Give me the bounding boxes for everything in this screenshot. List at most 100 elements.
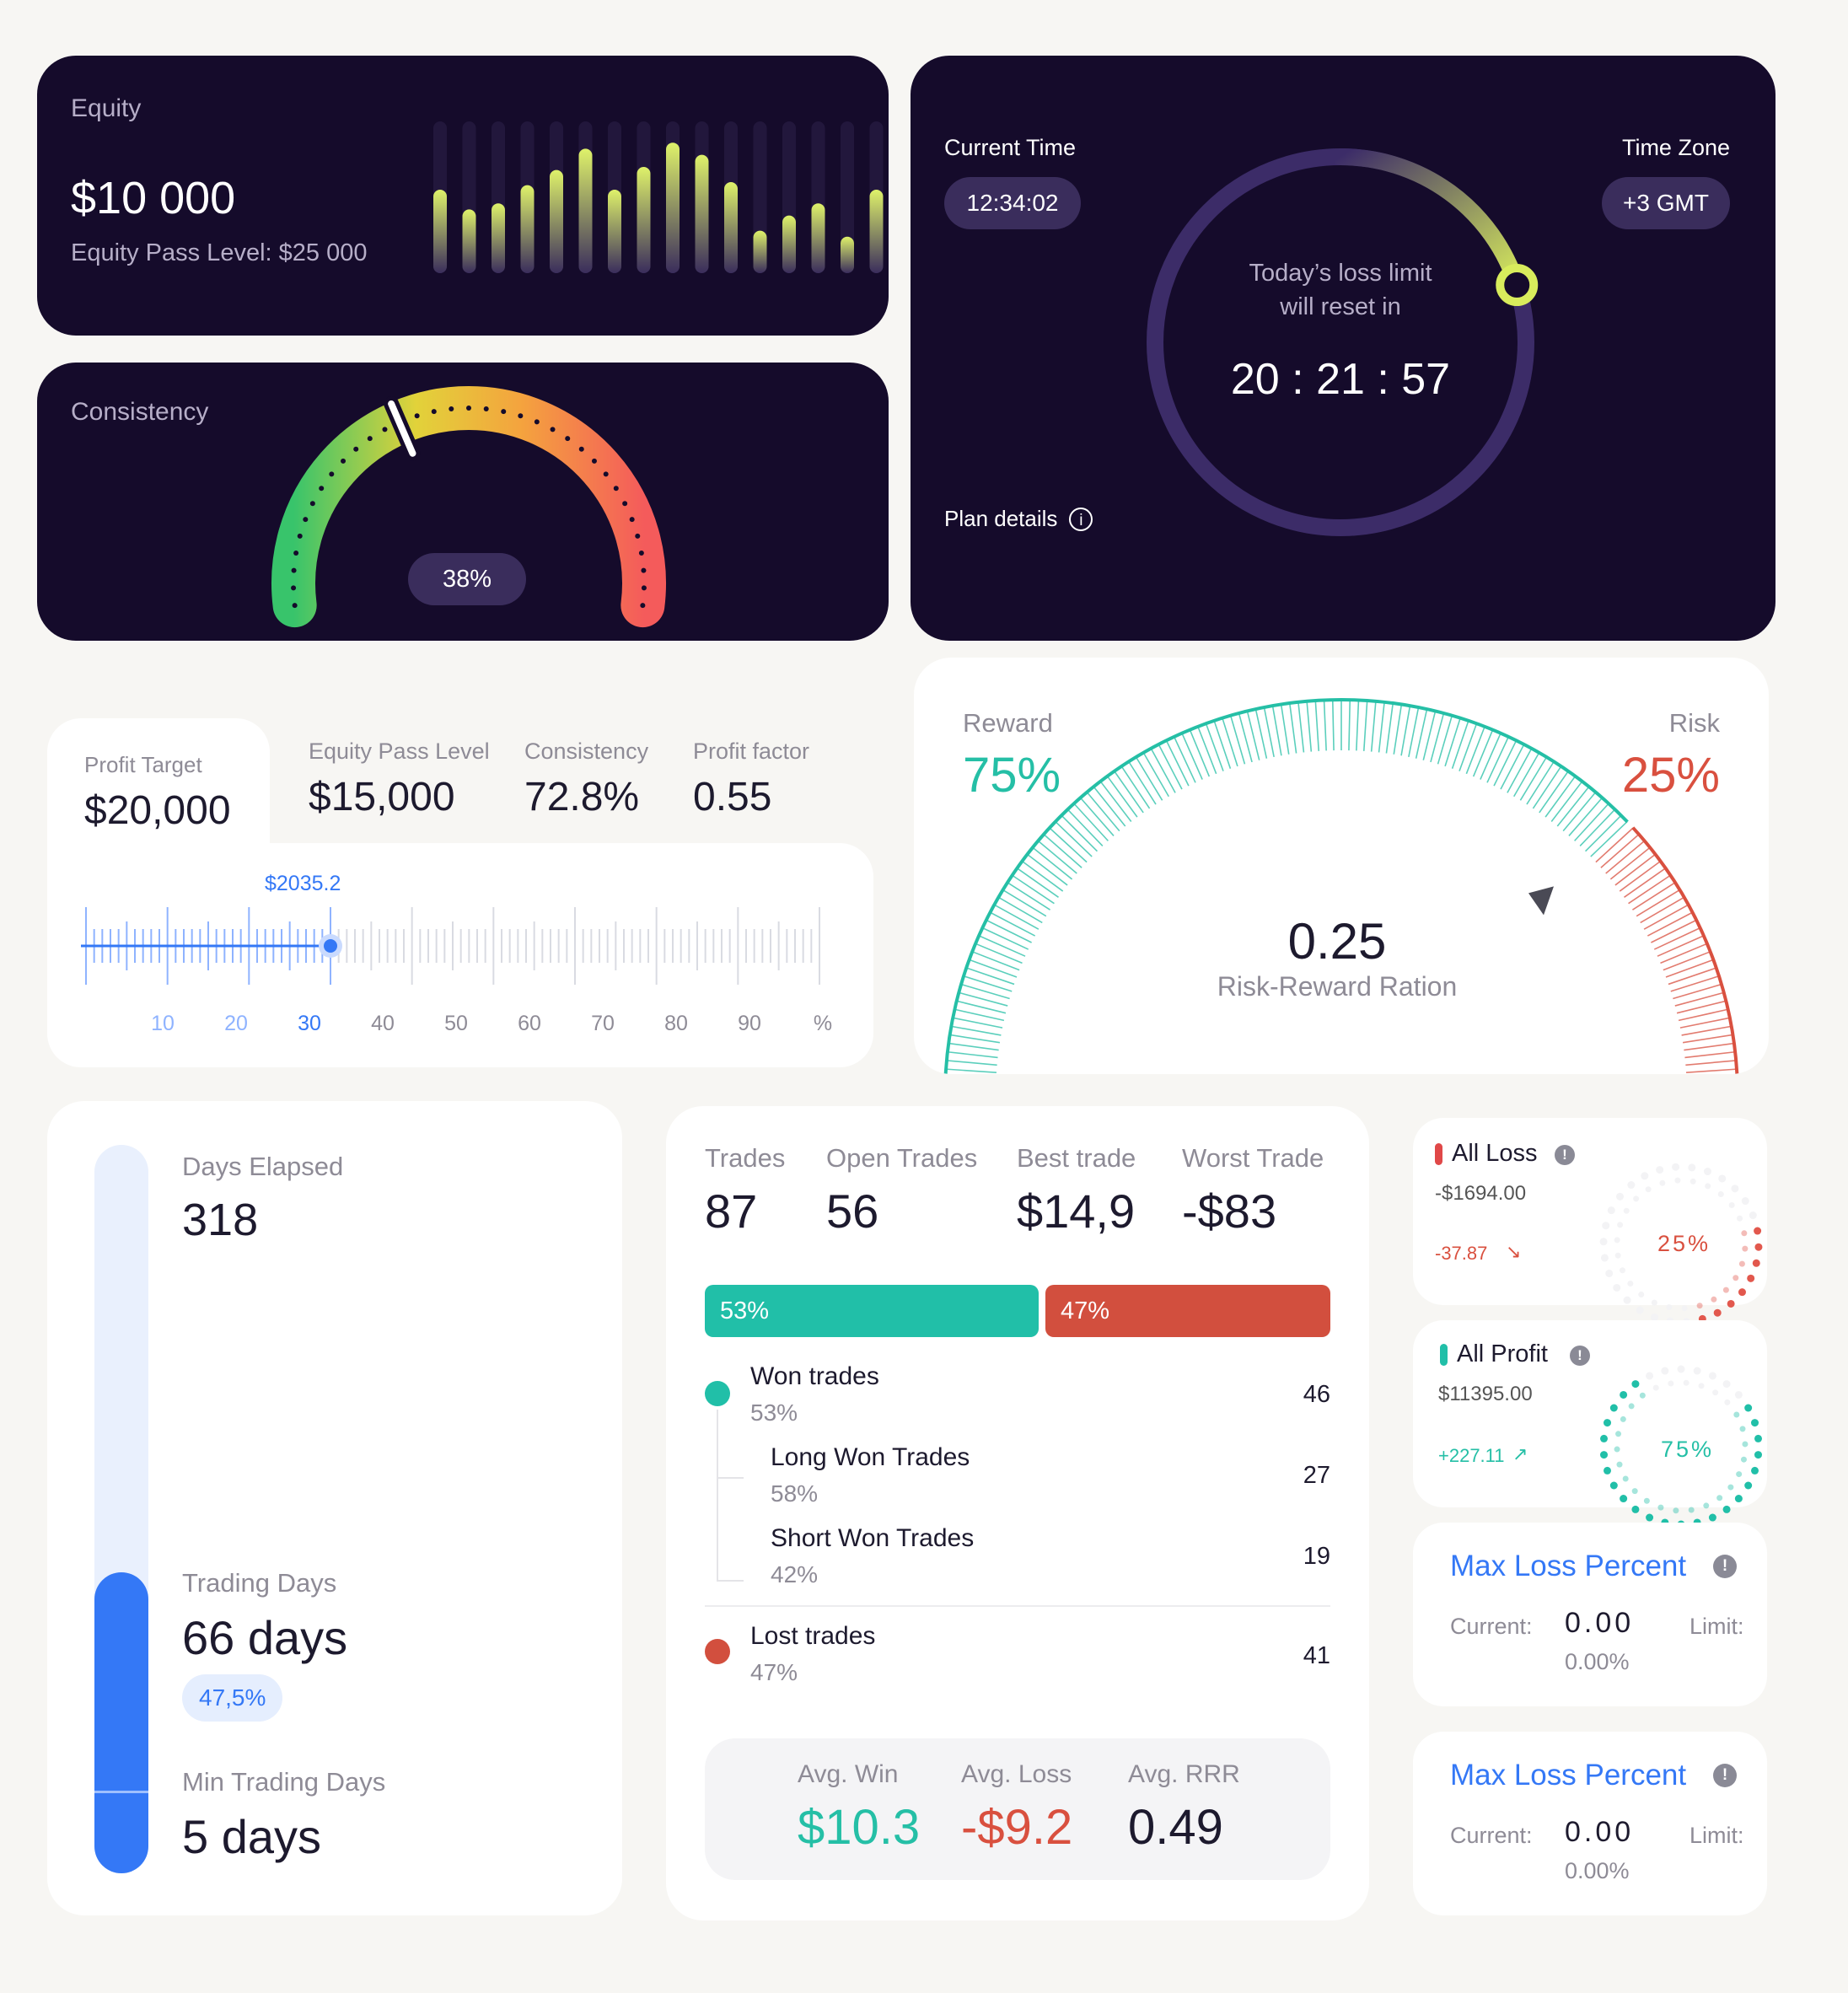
equity-card: Equity $10 000 Equity Pass Level: $25 00… bbox=[37, 56, 889, 336]
gauge-tick bbox=[953, 1017, 1003, 1029]
plan-details-link[interactable]: Plan details i bbox=[944, 506, 1093, 532]
worst-trade-label: Worst Trade bbox=[1182, 1143, 1324, 1173]
all-loss-info-icon[interactable]: ! bbox=[1555, 1145, 1575, 1165]
gauge-tick bbox=[1246, 711, 1260, 760]
gauge-tick bbox=[1643, 904, 1690, 930]
gauge-tick bbox=[1430, 712, 1445, 763]
gauge-tick bbox=[1002, 889, 1047, 917]
gauge-tick bbox=[1378, 701, 1385, 753]
gauge-tick bbox=[1254, 708, 1268, 759]
ring-dot bbox=[1750, 1419, 1759, 1427]
loss-indicator bbox=[1435, 1143, 1442, 1165]
ring-dot bbox=[1631, 1505, 1640, 1513]
max-loss-info-icon[interactable]: ! bbox=[1713, 1555, 1737, 1578]
gauge-dot bbox=[449, 406, 454, 412]
gauge-tick bbox=[1135, 756, 1163, 801]
profit-marker-value: $2035.2 bbox=[265, 872, 341, 895]
ring-dot bbox=[1657, 1504, 1664, 1511]
gauge-dot bbox=[353, 446, 359, 452]
gauge-tick bbox=[1331, 700, 1335, 751]
equity-value: $10 000 bbox=[71, 173, 236, 223]
ring-dot bbox=[1703, 1168, 1711, 1176]
max-loss-info-icon[interactable]: ! bbox=[1713, 1764, 1737, 1787]
gauge-tick bbox=[1061, 814, 1099, 852]
gauge-tick bbox=[1181, 733, 1203, 780]
won-trades-label: Won trades bbox=[750, 1362, 879, 1390]
gauge-tick bbox=[1263, 706, 1275, 758]
gauge-dot bbox=[466, 406, 471, 411]
gauge-tick bbox=[969, 959, 1018, 978]
ring-dot bbox=[1722, 1287, 1729, 1293]
ring-dot bbox=[1600, 1434, 1609, 1442]
divider bbox=[705, 1605, 1330, 1607]
ring-progress bbox=[1332, 148, 1526, 294]
days-elapsed-value: 318 bbox=[182, 1195, 259, 1245]
gauge-dot bbox=[309, 501, 315, 507]
all-profit-info-icon[interactable]: ! bbox=[1570, 1346, 1590, 1366]
ring-dot bbox=[1620, 1495, 1628, 1503]
ring-dot bbox=[1677, 1365, 1685, 1373]
gauge-tick bbox=[946, 1068, 997, 1073]
gauge-dot bbox=[292, 603, 298, 609]
profit-factor-label: Profit factor bbox=[693, 739, 810, 764]
gauge-dot bbox=[329, 471, 335, 477]
ring-dot bbox=[1616, 1461, 1623, 1468]
scale-tick-label: % bbox=[813, 1012, 833, 1035]
reward-arc bbox=[943, 698, 1629, 1074]
gauge-tick bbox=[978, 935, 1026, 957]
gauge-tick bbox=[1356, 700, 1360, 751]
long-won-count: 27 bbox=[1303, 1462, 1330, 1489]
gauge-tick bbox=[1686, 1068, 1737, 1073]
ring-dot bbox=[1708, 1513, 1716, 1522]
gauge-tick bbox=[1158, 744, 1183, 790]
max-loss-title: Max Loss Percent bbox=[1450, 1759, 1687, 1792]
risk-reward-ratio-value: 0.25 bbox=[1287, 913, 1387, 970]
gauge-dot bbox=[638, 551, 644, 556]
ring-dot bbox=[1722, 1380, 1731, 1389]
gauge-tick bbox=[1288, 702, 1297, 754]
gauge-tick bbox=[990, 911, 1036, 937]
gauge-tick bbox=[1539, 771, 1569, 814]
ring-dot bbox=[1638, 1292, 1645, 1298]
ring-dot bbox=[1615, 1431, 1622, 1437]
gauge-tick bbox=[1544, 776, 1577, 818]
ring-dot bbox=[1739, 1426, 1746, 1432]
gauge-dot bbox=[319, 486, 325, 492]
gauge-tick bbox=[1663, 951, 1711, 971]
risk-arc bbox=[1631, 826, 1739, 1074]
gauge-tick bbox=[1016, 868, 1059, 898]
gauge-tick bbox=[956, 1000, 1007, 1014]
ring-dot bbox=[1754, 1243, 1763, 1251]
gauge-tick bbox=[1150, 748, 1176, 793]
risk-label: Risk bbox=[1668, 708, 1720, 738]
all-loss-percent: 25% bbox=[1657, 1231, 1711, 1256]
equity-pass-level-label: Equity Pass Level bbox=[309, 739, 490, 764]
equity-bar bbox=[782, 215, 796, 273]
scale-tick-label: 20 bbox=[224, 1012, 248, 1035]
won-trades-count: 46 bbox=[1303, 1381, 1330, 1408]
equity-bar bbox=[869, 190, 884, 273]
ring-dot bbox=[1698, 1383, 1705, 1389]
all-profit-card: All Profit ! $11395.00 +227.11 ↗ 75% bbox=[1413, 1320, 1767, 1528]
scale-tick-label: 60 bbox=[518, 1012, 541, 1035]
gauge-tick bbox=[1012, 874, 1055, 905]
timezone-pill[interactable]: +3 GMT bbox=[1602, 177, 1730, 229]
lost-trades-count: 41 bbox=[1303, 1642, 1330, 1669]
gauge-tick bbox=[1437, 715, 1453, 765]
min-trading-days-label: Min Trading Days bbox=[182, 1767, 386, 1797]
risk-reward-ratio-label: Risk-Reward Ration bbox=[1217, 971, 1458, 1002]
gauge-dot bbox=[303, 517, 309, 523]
gauge-tick bbox=[954, 1008, 1005, 1022]
profit-indicator bbox=[1440, 1344, 1448, 1366]
consistency-needle bbox=[388, 400, 416, 457]
trades-label: Trades bbox=[705, 1143, 786, 1173]
ring-dot bbox=[1631, 1380, 1640, 1389]
gauge-tick bbox=[1370, 701, 1377, 752]
short-won-count: 19 bbox=[1303, 1543, 1330, 1570]
gauge-tick bbox=[1444, 717, 1461, 767]
ring-dot bbox=[1627, 1181, 1636, 1190]
gauge-tick bbox=[1422, 711, 1437, 760]
days-elapsed-label: Days Elapsed bbox=[182, 1152, 344, 1181]
max-loss-current-value: 0.00 bbox=[1565, 1816, 1635, 1848]
ring-dot bbox=[1651, 1299, 1657, 1306]
